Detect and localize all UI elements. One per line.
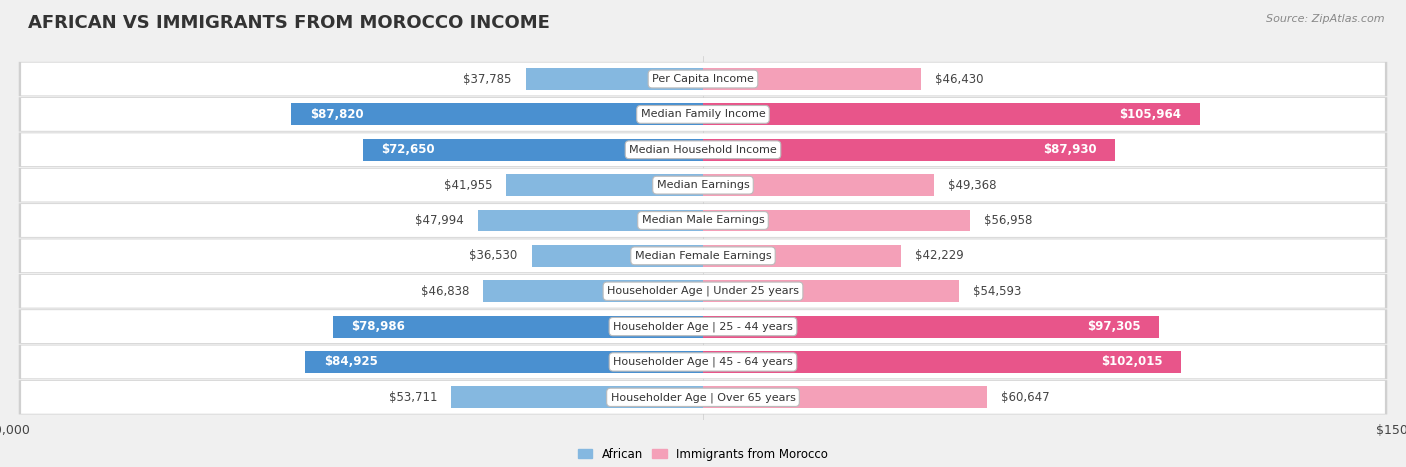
Text: $78,986: $78,986: [352, 320, 405, 333]
Text: Householder Age | 25 - 44 years: Householder Age | 25 - 44 years: [613, 321, 793, 332]
FancyBboxPatch shape: [18, 345, 1388, 379]
Text: Median Earnings: Median Earnings: [657, 180, 749, 190]
FancyBboxPatch shape: [18, 62, 1388, 96]
Bar: [531, 245, 703, 267]
Text: $46,430: $46,430: [935, 72, 983, 85]
Text: $36,530: $36,530: [470, 249, 517, 262]
FancyBboxPatch shape: [21, 346, 1385, 378]
Text: $37,785: $37,785: [464, 72, 512, 85]
Bar: [451, 386, 703, 408]
Bar: [703, 351, 1181, 373]
FancyBboxPatch shape: [18, 380, 1388, 415]
FancyBboxPatch shape: [18, 97, 1388, 132]
FancyBboxPatch shape: [18, 133, 1388, 167]
Text: $53,711: $53,711: [388, 391, 437, 404]
Text: $105,964: $105,964: [1119, 108, 1181, 121]
FancyBboxPatch shape: [21, 310, 1385, 343]
Bar: [333, 316, 703, 338]
Bar: [703, 386, 987, 408]
Text: $84,925: $84,925: [323, 355, 378, 368]
Bar: [703, 68, 921, 90]
FancyBboxPatch shape: [18, 203, 1388, 238]
Text: $97,305: $97,305: [1087, 320, 1140, 333]
FancyBboxPatch shape: [18, 168, 1388, 202]
FancyBboxPatch shape: [18, 274, 1388, 308]
Text: $102,015: $102,015: [1101, 355, 1163, 368]
FancyBboxPatch shape: [21, 381, 1385, 414]
Text: Householder Age | Over 65 years: Householder Age | Over 65 years: [610, 392, 796, 403]
FancyBboxPatch shape: [18, 239, 1388, 273]
Text: Source: ZipAtlas.com: Source: ZipAtlas.com: [1267, 14, 1385, 24]
Text: Median Household Income: Median Household Income: [628, 145, 778, 155]
Text: Median Female Earnings: Median Female Earnings: [634, 251, 772, 261]
Text: $87,820: $87,820: [311, 108, 364, 121]
Legend: African, Immigrants from Morocco: African, Immigrants from Morocco: [574, 443, 832, 466]
Text: $56,958: $56,958: [984, 214, 1032, 227]
Bar: [305, 351, 703, 373]
FancyBboxPatch shape: [21, 169, 1385, 202]
FancyBboxPatch shape: [21, 240, 1385, 272]
Text: Median Family Income: Median Family Income: [641, 109, 765, 120]
Text: Per Capita Income: Per Capita Income: [652, 74, 754, 84]
FancyBboxPatch shape: [21, 275, 1385, 308]
Bar: [506, 174, 703, 196]
Bar: [478, 210, 703, 232]
Bar: [703, 280, 959, 302]
Text: $46,838: $46,838: [420, 285, 470, 298]
Text: Householder Age | 45 - 64 years: Householder Age | 45 - 64 years: [613, 357, 793, 367]
Text: $42,229: $42,229: [915, 249, 963, 262]
Text: $87,930: $87,930: [1043, 143, 1097, 156]
Text: AFRICAN VS IMMIGRANTS FROM MOROCCO INCOME: AFRICAN VS IMMIGRANTS FROM MOROCCO INCOM…: [28, 14, 550, 32]
Bar: [703, 174, 935, 196]
Bar: [703, 103, 1199, 125]
Bar: [703, 139, 1115, 161]
Bar: [291, 103, 703, 125]
FancyBboxPatch shape: [21, 98, 1385, 131]
Text: $47,994: $47,994: [415, 214, 464, 227]
Text: $49,368: $49,368: [949, 178, 997, 191]
FancyBboxPatch shape: [21, 204, 1385, 237]
Text: $72,650: $72,650: [381, 143, 434, 156]
Bar: [703, 245, 901, 267]
Bar: [703, 210, 970, 232]
Text: $60,647: $60,647: [1001, 391, 1050, 404]
FancyBboxPatch shape: [18, 310, 1388, 344]
Bar: [703, 316, 1159, 338]
Text: $41,955: $41,955: [444, 178, 492, 191]
Bar: [363, 139, 703, 161]
FancyBboxPatch shape: [21, 133, 1385, 166]
Bar: [526, 68, 703, 90]
FancyBboxPatch shape: [21, 63, 1385, 95]
Text: Householder Age | Under 25 years: Householder Age | Under 25 years: [607, 286, 799, 297]
Text: Median Male Earnings: Median Male Earnings: [641, 215, 765, 226]
Text: $54,593: $54,593: [973, 285, 1021, 298]
Bar: [484, 280, 703, 302]
